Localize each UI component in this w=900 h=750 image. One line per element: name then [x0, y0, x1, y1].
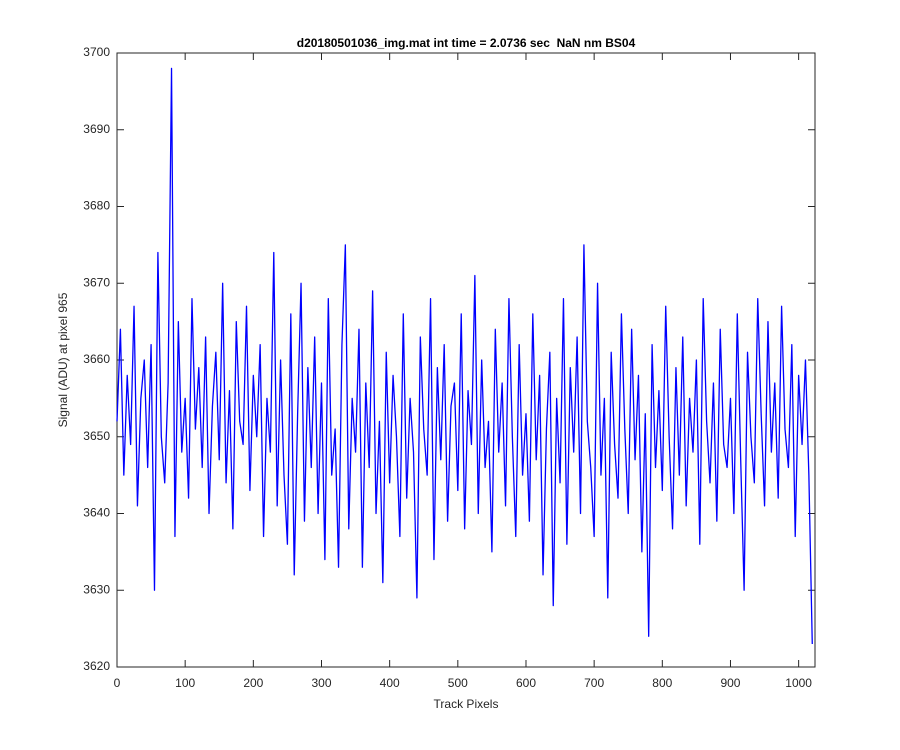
y-tick-label: 3620: [83, 659, 110, 673]
x-tick-label: 500: [448, 676, 468, 690]
x-tick-label: 300: [311, 676, 331, 690]
x-tick-label: 100: [175, 676, 195, 690]
y-tick-label: 3650: [83, 429, 110, 443]
y-tick-label: 3690: [83, 122, 110, 136]
x-tick-label: 600: [516, 676, 536, 690]
x-tick-label: 0: [114, 676, 121, 690]
y-tick-label: 3700: [83, 45, 110, 59]
y-tick-label: 3680: [83, 199, 110, 213]
y-tick-label: 3660: [83, 352, 110, 366]
chart-title: d20180501036_img.mat int time = 2.0736 s…: [297, 36, 636, 50]
axes-box: [116, 52, 816, 668]
x-tick-label: 700: [584, 676, 604, 690]
data-line: [116, 67, 813, 644]
y-tick-label: 3670: [83, 275, 110, 289]
y-tick-label: 3640: [83, 506, 110, 520]
x-tick-label: 400: [380, 676, 400, 690]
x-tick-label: 900: [720, 676, 740, 690]
x-axis-label: Track Pixels: [434, 697, 499, 711]
x-tick-label: 1000: [785, 676, 812, 690]
x-tick-label: 200: [243, 676, 263, 690]
y-axis-label: Signal (ADU) at pixel 965: [56, 292, 70, 427]
x-tick-label: 800: [652, 676, 672, 690]
y-tick-label: 3630: [83, 582, 110, 596]
